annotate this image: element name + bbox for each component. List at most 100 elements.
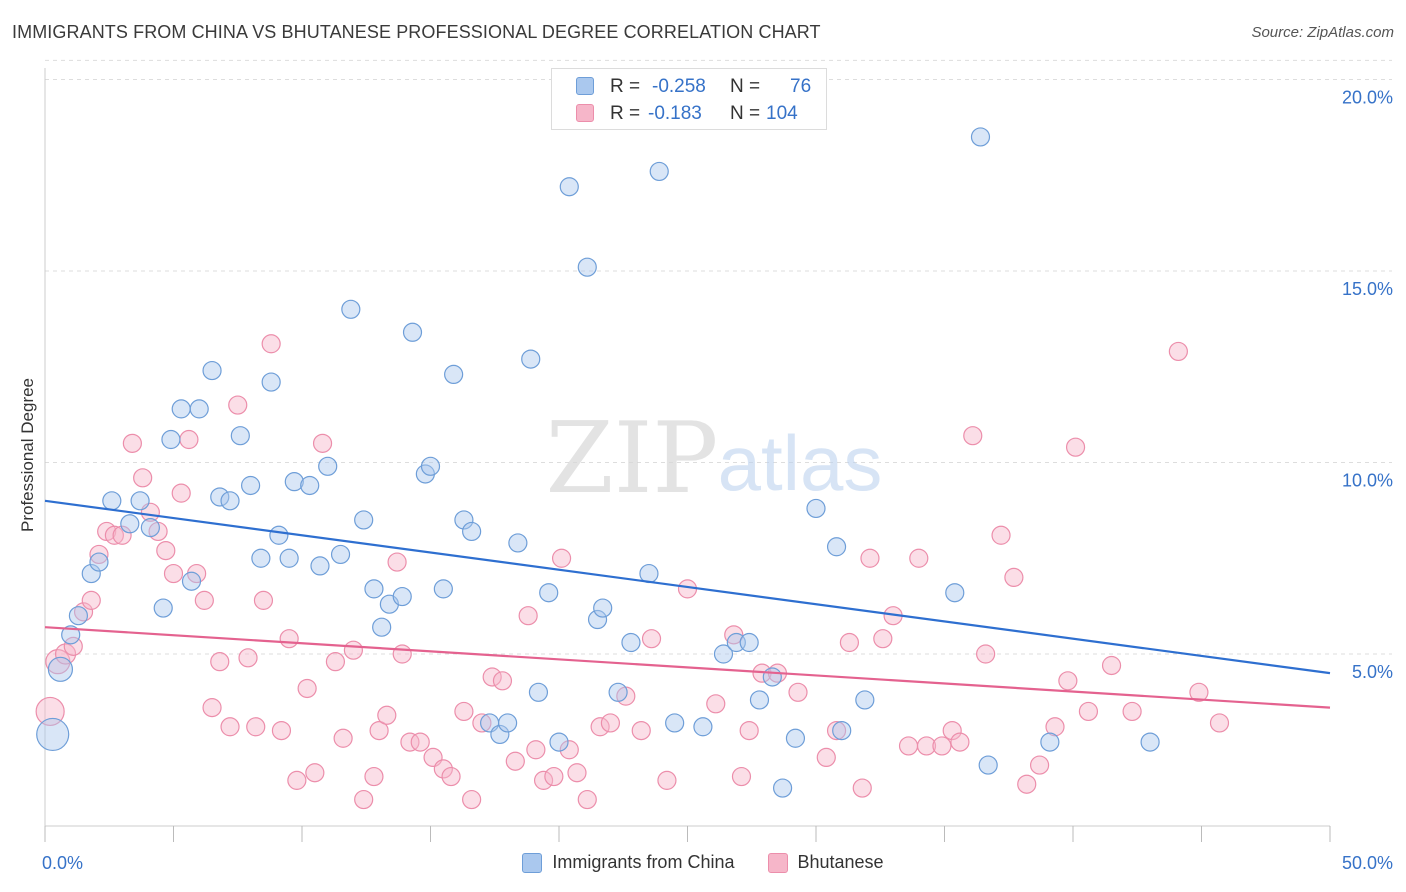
china-point (130, 491, 150, 511)
china-point (68, 606, 89, 626)
china-point (826, 537, 847, 557)
r-label: R = (610, 102, 641, 124)
china-point (89, 552, 109, 572)
bhutanese-point (171, 483, 191, 503)
china-point (978, 755, 998, 775)
bhutanese-point (976, 644, 996, 664)
bhutanese-point (788, 682, 808, 702)
bhutanese-point (392, 644, 412, 664)
bhutanese-point (228, 395, 248, 415)
china-point (608, 682, 628, 702)
bhutanese-point (287, 770, 307, 790)
bhutanese-point (860, 548, 880, 568)
bhutanese-point (826, 720, 847, 741)
china-point (310, 556, 330, 576)
china-point (454, 510, 474, 530)
china-point (251, 548, 271, 568)
bhutanese-point (533, 770, 554, 790)
china-point (241, 475, 261, 496)
bhutanese-point (942, 720, 962, 741)
china-point (189, 399, 209, 419)
bhutanese-point (202, 698, 222, 718)
china-point (318, 456, 338, 476)
bhutanese-point (377, 705, 397, 725)
bhutanese-point (354, 789, 374, 810)
china-point (47, 656, 74, 682)
bhutanese-point (369, 720, 389, 741)
bhutanese-point (567, 763, 587, 783)
china-point (462, 521, 482, 542)
china-point (279, 548, 299, 568)
y-tick-label: 10.0% (1342, 471, 1393, 491)
china-point (81, 563, 101, 584)
bhutanese-point (852, 778, 872, 798)
y-tick-label: 5.0% (1352, 662, 1393, 682)
bhutanese-point (739, 720, 759, 741)
bhutanese-point (1101, 655, 1122, 676)
china-r-value: -0.258 (652, 75, 706, 97)
bhutanese-point (1189, 682, 1209, 702)
china-point (539, 583, 559, 603)
china-point (261, 372, 281, 392)
bhutanese-point (163, 563, 184, 584)
china-point (402, 322, 423, 342)
bhutanese-point (63, 636, 83, 656)
bhutanese-point (1045, 717, 1065, 737)
china-n-value: 76 (790, 75, 812, 97)
bhutanese-point (246, 717, 266, 737)
bhutanese-point (706, 694, 726, 714)
bhutanese-point (297, 678, 317, 699)
bhutanese-point (271, 720, 292, 741)
bhutanese-point (898, 736, 919, 756)
china-point (621, 632, 641, 653)
bhutanese-point (261, 334, 281, 354)
china-point (171, 399, 191, 419)
bhutanese-point (641, 629, 662, 649)
stats-row-china: R = -0.258 N = 76 (552, 73, 826, 100)
bhutanese-point (482, 667, 502, 687)
r-label: R = (610, 75, 641, 97)
china-point (559, 177, 579, 197)
china-point (102, 491, 122, 511)
bhutanese-point (963, 426, 983, 446)
bhutanese-point (179, 429, 199, 450)
china-point (508, 533, 528, 553)
bhutanese-point (410, 732, 430, 752)
bhutanese-swatch (576, 104, 594, 122)
china-point (433, 579, 453, 599)
y-tick-label: 20.0% (1342, 88, 1393, 108)
china-point (521, 349, 541, 369)
bhutanese-point (210, 652, 230, 672)
bhutanese-point (1209, 713, 1230, 733)
bhutanese-point (518, 606, 538, 626)
bhutanese-point (387, 552, 407, 572)
bhutanese-point (839, 632, 860, 653)
china-point (372, 617, 392, 637)
bhutanese-point (400, 732, 420, 752)
bhutanese-point (1078, 701, 1099, 722)
bhutanese-point (873, 629, 893, 649)
bhutanese-point (724, 625, 744, 645)
bhutanese-point (1168, 341, 1188, 362)
china-point (772, 778, 793, 798)
bhutanese-point (1017, 774, 1037, 794)
bhutanese-point (559, 740, 579, 760)
bhutanese-point (657, 770, 677, 790)
china-point (593, 598, 613, 618)
china-point (161, 429, 181, 450)
bhutanese-point (279, 629, 299, 649)
bhutanese-point (731, 766, 752, 787)
n-label: N = (730, 75, 761, 97)
grid (45, 59, 1392, 655)
bhutanese-point (916, 736, 937, 756)
bhutanese-trend-line (44, 626, 1331, 709)
bhutanese-point (544, 766, 564, 787)
china-point (341, 299, 361, 319)
china-point (153, 598, 173, 618)
tick-labels: 5.0% 10.0% 15.0% 20.0% 0.0% 50.0% (42, 88, 1393, 874)
china-point (36, 717, 70, 752)
y-tick-label: 15.0% (1342, 279, 1393, 299)
china-point (713, 644, 734, 664)
trend-lines (44, 499, 1331, 709)
